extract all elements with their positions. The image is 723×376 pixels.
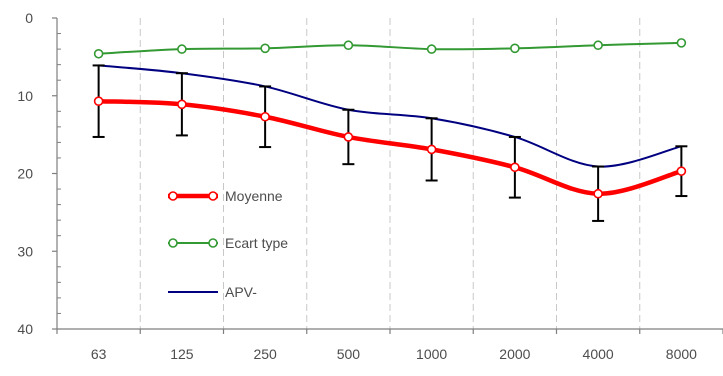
data-point [93, 48, 104, 59]
x-tick-label: 1000 [416, 346, 447, 362]
x-tick-label: 250 [253, 346, 277, 362]
legend-marker [168, 191, 178, 201]
data-point [343, 132, 354, 142]
x-tick-label: 8000 [666, 346, 697, 362]
series-line [98, 41, 682, 55]
y-tick-label: 10 [17, 88, 33, 104]
y-tick-label: 0 [25, 10, 33, 26]
data-point [510, 43, 520, 54]
legend-marker [168, 238, 178, 248]
data-point [510, 162, 520, 173]
vertical-gridlines [139, 18, 641, 329]
legend-label: APV- [225, 284, 257, 300]
data-point [177, 99, 187, 110]
data-point [260, 111, 270, 122]
data-point [593, 188, 603, 199]
legend: Moyenne Ecart type APV- [168, 188, 288, 300]
x-tick-label: 500 [337, 346, 361, 362]
data-point [426, 144, 437, 155]
data-point [343, 40, 354, 51]
series-ecart-type [93, 38, 687, 59]
y-tick-label: 20 [17, 166, 33, 182]
x-tick-label: 125 [170, 346, 194, 362]
x-axis-ticks: 63 125 250 500 1000 2000 4000 8000 [56, 329, 723, 362]
legend-label: Ecart type [225, 235, 288, 251]
legend-label: Moyenne [225, 188, 283, 204]
series-line [98, 98, 683, 196]
series-layer [92, 38, 688, 222]
legend-item-moyenne: Moyenne [168, 188, 283, 204]
legend-marker [208, 191, 218, 201]
y-axis-ticks: 0 10 20 30 40 [17, 10, 61, 337]
x-tick-label: 4000 [583, 346, 614, 362]
x-tick-label: 63 [91, 346, 107, 362]
y-tick-label: 30 [17, 243, 33, 259]
series-moyenne [92, 64, 688, 222]
legend-item-apv: APV- [168, 284, 257, 300]
data-point [93, 96, 104, 106]
data-point [593, 40, 603, 51]
data-point [676, 38, 687, 48]
series-line [98, 64, 682, 168]
data-point [426, 44, 437, 54]
x-tick-label: 2000 [499, 346, 530, 362]
series-apv [98, 64, 682, 168]
y-tick-label: 40 [17, 321, 33, 337]
legend-marker [208, 238, 218, 248]
data-point [177, 44, 187, 54]
legend-item-ecart-type: Ecart type [168, 235, 288, 251]
data-point [676, 166, 687, 176]
data-point [260, 43, 270, 54]
